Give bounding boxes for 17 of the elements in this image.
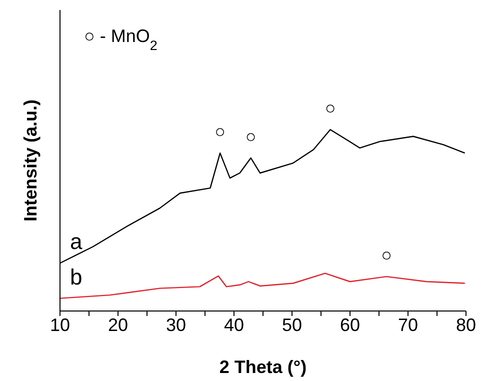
y-axis-title: Intensity (a.u.) (20, 99, 40, 222)
annotation: ○ (324, 98, 336, 118)
text: ○ - MnO$_{2}$ (84, 26, 158, 52)
x-tick-label: 40 (224, 314, 244, 335)
x-axis-title: 2 Theta (°) (219, 357, 307, 377)
x-tick-label: 50 (282, 314, 302, 335)
annotation: ○ (381, 244, 392, 265)
series-label: a (70, 229, 83, 254)
x-tick-label: 70 (398, 314, 418, 335)
series-label: b (70, 264, 82, 290)
x-tick-label: 20 (108, 314, 128, 335)
annotation: ○ (214, 121, 226, 142)
x-tick-label: 30 (166, 314, 186, 335)
x-tick-label: 80 (456, 314, 476, 335)
annotation: ○ (245, 126, 256, 146)
x-tick-label: 60 (340, 314, 360, 335)
x-tick-label: 10 (50, 314, 70, 335)
